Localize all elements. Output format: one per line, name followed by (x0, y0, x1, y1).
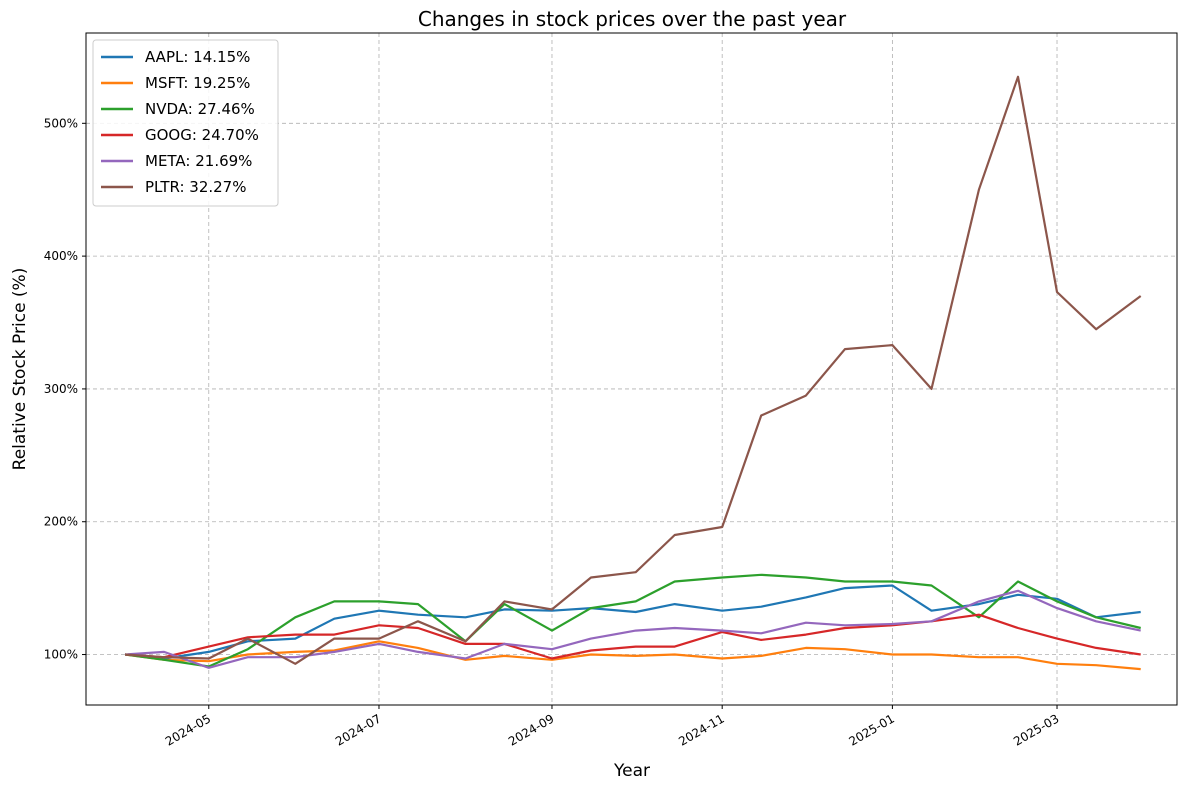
chart-title: Changes in stock prices over the past ye… (418, 7, 847, 31)
x-tick-label: 2024-11 (676, 711, 726, 748)
x-tick-label: 2024-05 (163, 711, 213, 748)
plot-area (85, 32, 1178, 706)
y-tick-label: 400% (44, 249, 78, 263)
series-line-goog (125, 613, 1141, 660)
series-line-pltr (125, 75, 1142, 665)
y-tick-label: 100% (44, 648, 78, 662)
series-line-meta (125, 589, 1141, 669)
y-axis-label: Relative Stock Price (%) (10, 268, 30, 471)
legend-box (92, 39, 279, 207)
grid (86, 33, 1177, 705)
x-tick-label: 2024-07 (333, 711, 383, 748)
legend-entry: MSFT: 19.25% (145, 74, 250, 92)
legend-entry: AAPL: 14.15% (145, 48, 250, 66)
x-tick-label: 2025-01 (846, 711, 896, 748)
x-axis-label: Year (613, 761, 650, 781)
legend: AAPL: 14.15% MSFT: 19.25% NVDA: 27.46% GOOG… (92, 39, 279, 207)
series-line-aapl (124, 584, 1141, 660)
series-lines (124, 75, 1142, 671)
x-tick-label: 2025-03 (1011, 711, 1061, 748)
legend-entry: NVDA: 27.46% (145, 100, 255, 118)
legend-entry: GOOG: 24.70% (145, 126, 259, 144)
y-tick-label: 300% (44, 382, 78, 396)
series-line-nvda (124, 573, 1141, 668)
y-tick-label: 500% (44, 116, 78, 130)
x-tick-label: 2024-09 (506, 711, 556, 748)
legend-entry: PLTR: 32.27% (145, 178, 246, 196)
y-tick-label: 200% (44, 515, 78, 529)
series-line-msft (124, 640, 1141, 671)
legend-entry: META: 21.69% (145, 152, 252, 170)
